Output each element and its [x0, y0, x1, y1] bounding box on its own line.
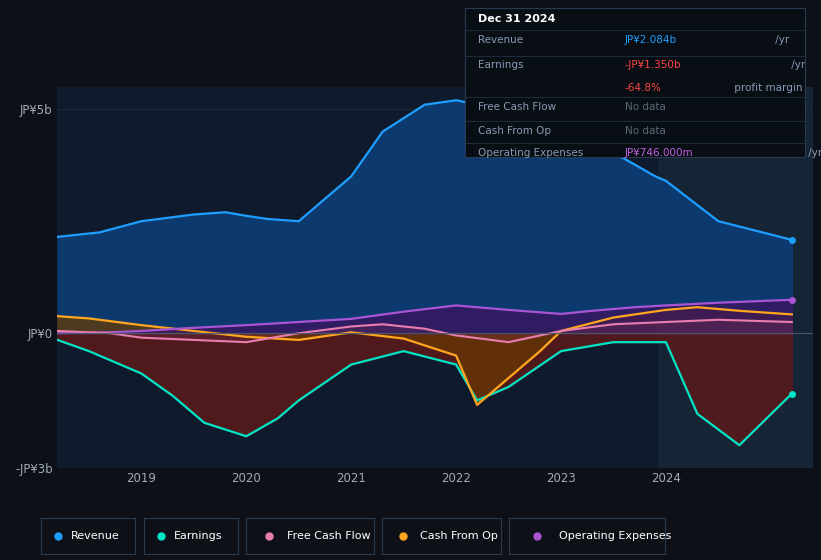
Text: Earnings: Earnings [174, 531, 222, 541]
Text: /yr: /yr [772, 35, 789, 45]
Text: JP¥2.084b: JP¥2.084b [625, 35, 677, 45]
Bar [658, 87, 813, 468]
Text: Cash From Op: Cash From Op [420, 531, 498, 541]
Text: Revenue: Revenue [71, 531, 120, 541]
Text: JP¥746.000m: JP¥746.000m [625, 148, 694, 158]
Text: /yr: /yr [788, 60, 805, 71]
Text: Free Cash Flow: Free Cash Flow [287, 531, 370, 541]
Text: -JP¥1.350b: -JP¥1.350b [625, 60, 681, 71]
Text: Operating Expenses: Operating Expenses [559, 531, 672, 541]
Text: Operating Expenses: Operating Expenses [479, 148, 584, 158]
Text: Revenue: Revenue [479, 35, 524, 45]
Text: Dec 31 2024: Dec 31 2024 [479, 15, 556, 24]
Text: Cash From Op: Cash From Op [479, 125, 552, 136]
Text: Earnings: Earnings [479, 60, 524, 71]
Text: No data: No data [625, 102, 666, 112]
Text: -64.8%: -64.8% [625, 83, 662, 92]
Text: No data: No data [625, 125, 666, 136]
Text: Free Cash Flow: Free Cash Flow [479, 102, 557, 112]
Text: profit margin: profit margin [732, 83, 803, 92]
Text: /yr: /yr [805, 148, 821, 158]
